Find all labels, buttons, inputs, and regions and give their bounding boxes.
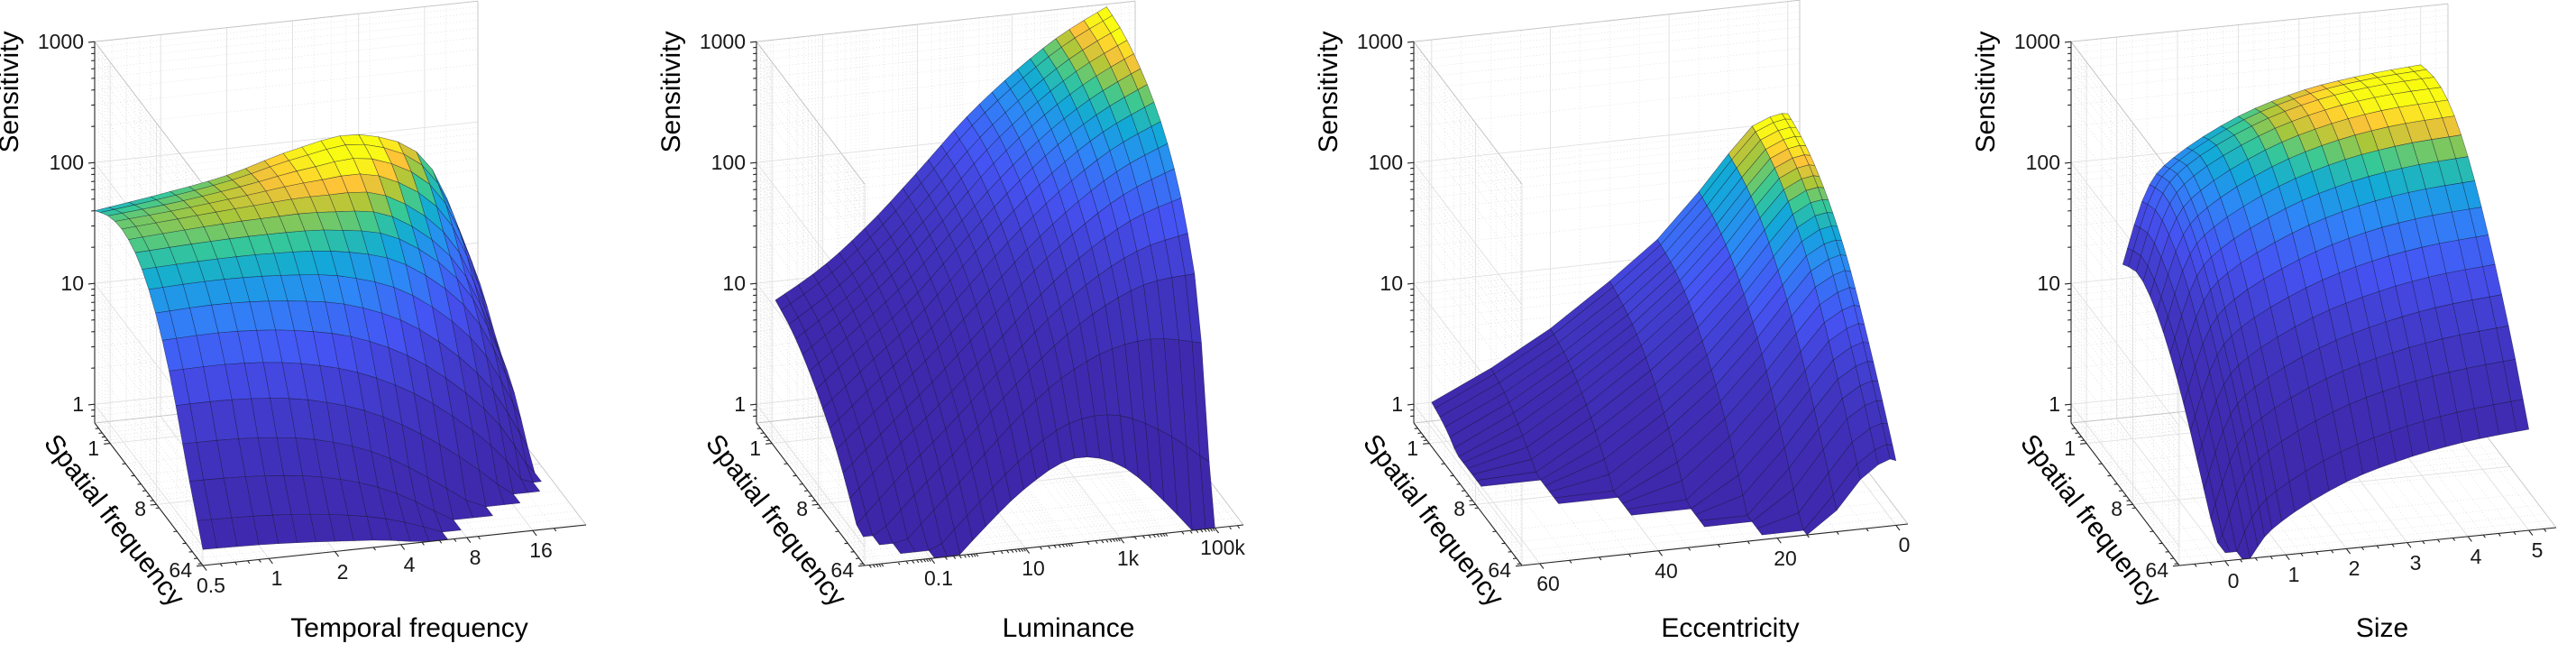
z-tick-label: 10	[1380, 271, 1403, 295]
surface-chart-eccentricity: 110100100018646040200SensitivitySpatial …	[1314, 0, 1911, 643]
box-edges	[94, 0, 587, 526]
z-tick-label: 1	[734, 392, 746, 416]
x-tick-label: 0.5	[197, 574, 225, 597]
axis-rulers-and-ticks	[1407, 41, 1909, 569]
y-tick-label: 64	[169, 558, 192, 582]
x-tick-label: 0.1	[924, 566, 953, 590]
z-tick-label: 100	[50, 151, 84, 174]
z-tick-label: 100	[711, 151, 746, 174]
x-tick-label: 0	[2228, 569, 2240, 593]
y-tick-label: 1	[1407, 437, 1418, 460]
x-tick-label: 100k	[1200, 536, 1245, 559]
axis-rulers-and-ticks	[87, 41, 587, 571]
x-tick-label: 40	[1655, 559, 1678, 583]
z-axis-label: Sensitivity	[656, 31, 686, 152]
z-tick-label: 10	[722, 271, 746, 295]
x-tick-label: 1	[271, 566, 283, 590]
z-tick-label: 100	[2026, 151, 2060, 174]
subplot-eccentricity: 1 10 100 1000 1 8 64 60 40 20 0 Sensitivity Spatial …	[1288, 0, 1931, 662]
x-axis-label: Temporal frequency	[290, 613, 527, 643]
x-tick-label: 2	[2349, 556, 2361, 580]
y-tick-label: 64	[830, 558, 854, 582]
y-tick-label: 64	[1488, 558, 1511, 582]
y-tick-label: 8	[134, 497, 146, 520]
axis-rulers-and-ticks	[2064, 41, 2557, 567]
x-tick-label: 3	[2410, 551, 2422, 575]
z-tick-label: 1	[72, 392, 84, 416]
y-tick-label: 1	[2064, 437, 2076, 460]
x-tick-label: 2	[337, 560, 349, 584]
z-tick-label: 10	[60, 271, 84, 295]
x-tick-label: 4	[2471, 545, 2482, 568]
y-tick-label: 64	[2145, 558, 2168, 582]
z-tick-label: 1	[1391, 392, 1403, 416]
surface-chart-size: 1 10 100 1000 1 8 64 0 1 2 3 4 5 Sensitivity Spatial f…	[1971, 3, 2557, 643]
x-tick-label: 1	[2288, 563, 2300, 586]
y-axis-label: Spatial frequency	[700, 429, 852, 612]
x-tick-label: 16	[529, 538, 553, 562]
surface-mesh	[775, 6, 1215, 558]
z-tick-label: 1000	[2014, 30, 2060, 53]
z-tick-label: 1000	[700, 30, 746, 53]
z-tick-label: 10	[2037, 271, 2060, 295]
z-tick-label: 1000	[1357, 30, 1403, 53]
axis-rulers-and-ticks	[749, 41, 1244, 568]
x-tick-label: 8	[470, 546, 481, 569]
x-tick-label: 4	[404, 553, 416, 576]
x-axis-label: Luminance	[1003, 613, 1135, 643]
subplot-temporal-frequency: 1 10 100 1000 1 8 64 0.5 1 2 4 8 16 Sensitivity Spatia…	[0, 0, 644, 662]
z-axis-label: Sensitivity	[1971, 31, 2001, 152]
z-axis-label: Sensitivity	[0, 31, 24, 152]
z-tick-label: 1000	[38, 30, 84, 53]
y-tick-label: 8	[2111, 497, 2122, 520]
y-tick-label: 8	[796, 497, 808, 520]
surface-mesh	[2122, 64, 2529, 560]
x-tick-label: 5	[2532, 538, 2544, 562]
x-tick-label: 60	[1536, 572, 1560, 595]
x-tick-label: 20	[1774, 547, 1797, 570]
x-tick-label: 0	[1899, 533, 1911, 556]
z-tick-label: 100	[1369, 151, 1403, 174]
y-axis-label: Spatial frequency	[2014, 429, 2167, 612]
y-tick-label: 1	[87, 437, 99, 460]
x-tick-label: 1k	[1117, 547, 1140, 570]
surface-mesh	[1431, 113, 1897, 536]
surface-chart-temporal-frequency: 1 10 100 1000 1 8 640.5 1 2 4 8 16 Sensitivity Spatia…	[0, 0, 587, 643]
surface-chart-luminance: 1 10 100 1000 1 8 64 0.1 10 1k 100k Sensitivity Spat…	[656, 0, 1245, 643]
subplot-size: 1 10 100 1000 1 8 64 0 1 2 3 4 5 Sensitivity Spatial f…	[1931, 0, 2575, 662]
z-tick-label: 1	[2049, 392, 2060, 416]
x-tick-label: 10	[1022, 556, 1045, 580]
x-axis-label: Size	[2356, 613, 2408, 643]
y-tick-label: 1	[749, 437, 761, 460]
y-axis-label: Spatial frequency	[38, 429, 190, 612]
y-tick-label: 8	[1453, 497, 1465, 520]
grid-minor	[2070, 5, 2555, 565]
subplot-luminance: 1 10 100 1000 1 8 64 0.1 10 1k 100k Sensitivity Spat…	[644, 0, 1288, 662]
z-axis-label: Sensitivity	[1314, 31, 1343, 152]
surface-mesh	[94, 133, 542, 550]
x-axis-label: Eccentricity	[1661, 613, 1799, 643]
